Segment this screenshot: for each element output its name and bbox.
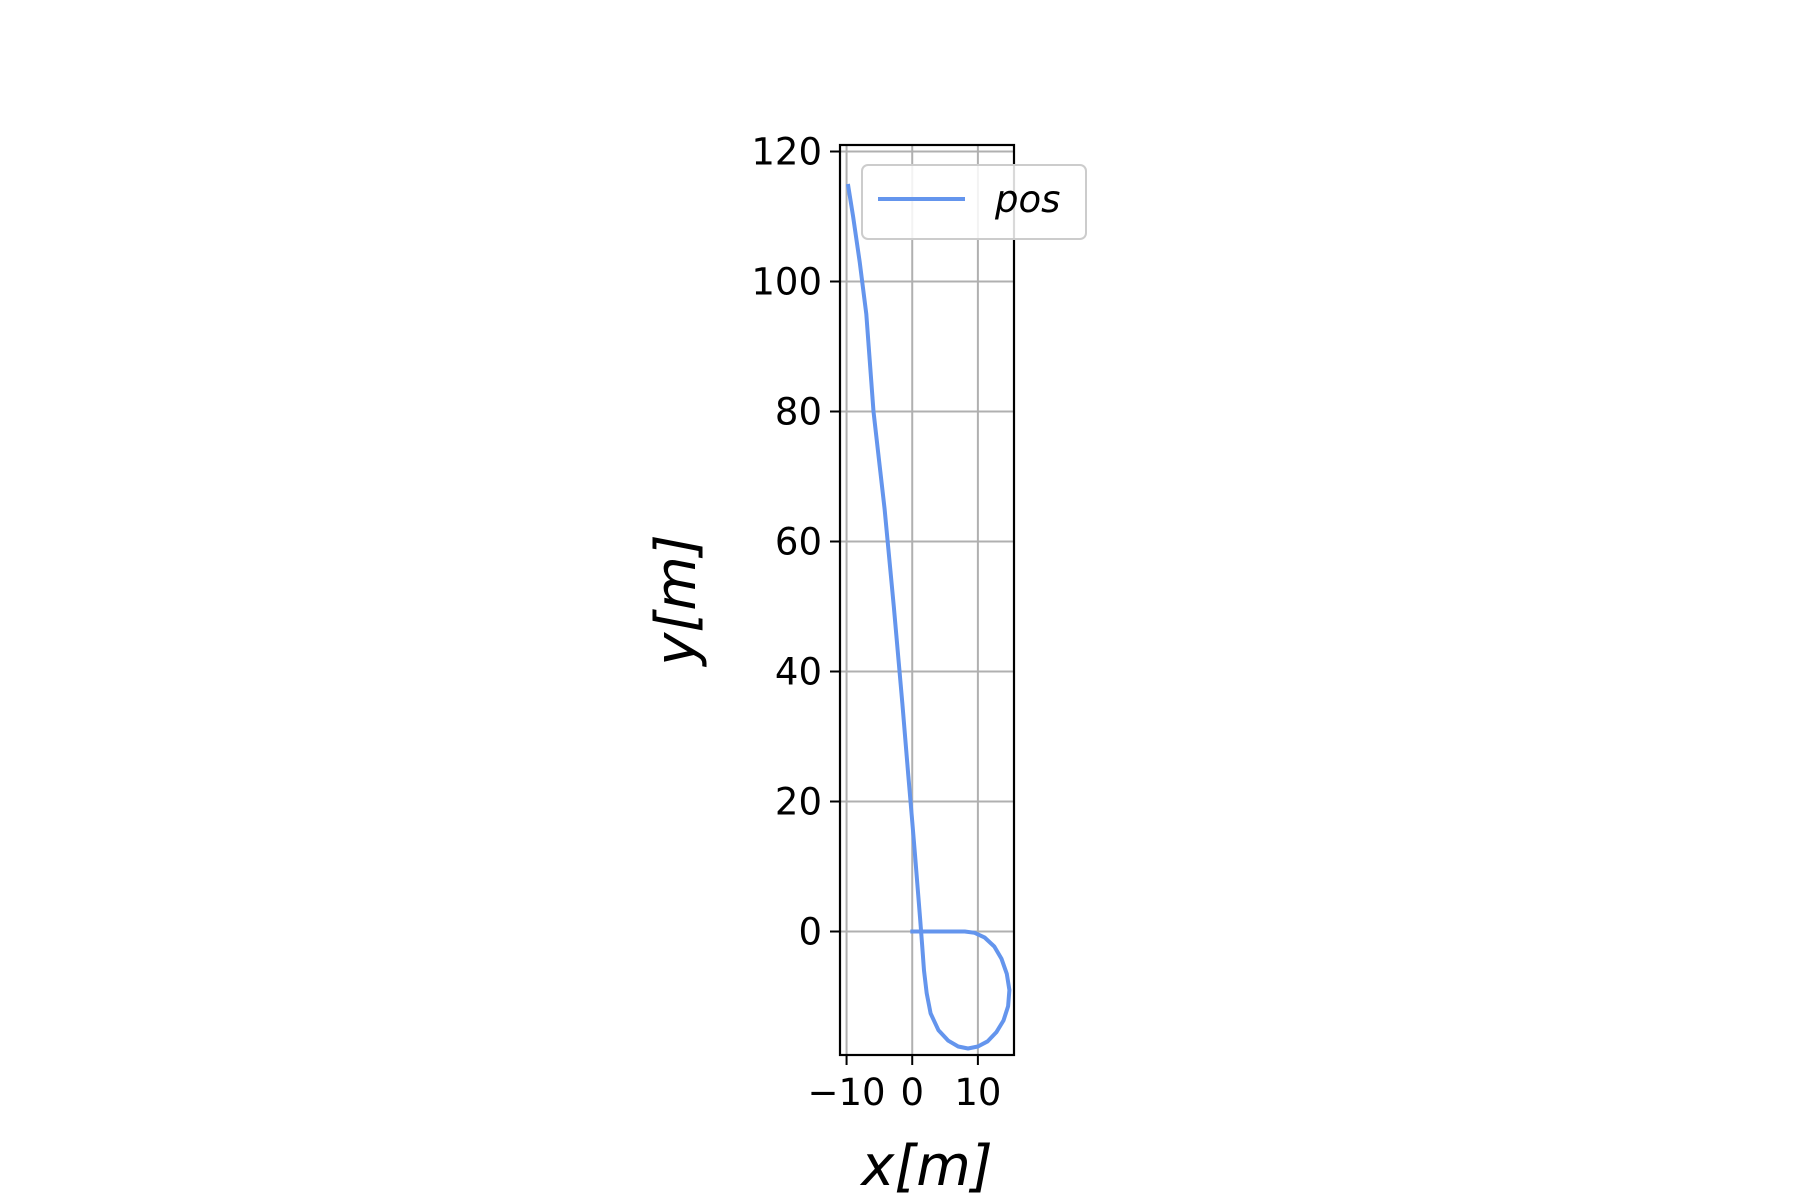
- y-tick-label: 0: [798, 911, 822, 954]
- series-line-pos: [845, 183, 1012, 1051]
- data-series: [845, 183, 1012, 1051]
- axes-frame: [838, 143, 1016, 1057]
- x-tick-label: −10: [808, 1071, 886, 1114]
- y-tick-label: 80: [775, 391, 822, 434]
- x-axis-label: x[m]: [859, 1134, 992, 1199]
- legend-box: [861, 164, 1087, 240]
- legend-label-pos: pos: [994, 178, 1060, 221]
- plot-area: [838, 143, 1016, 1057]
- y-tick-label: 100: [751, 261, 822, 304]
- y-tick-label: 120: [751, 131, 822, 174]
- x-tick-label: 10: [954, 1071, 1001, 1114]
- y-tick-label: 40: [775, 651, 822, 694]
- y-tick-label: 20: [775, 781, 822, 824]
- grid-lines: [840, 145, 1014, 1055]
- y-axis-label: y[m]: [644, 534, 709, 667]
- legend: pos: [861, 164, 1087, 240]
- y-tick-label: 60: [775, 521, 822, 564]
- x-tick-label: 0: [900, 1071, 924, 1114]
